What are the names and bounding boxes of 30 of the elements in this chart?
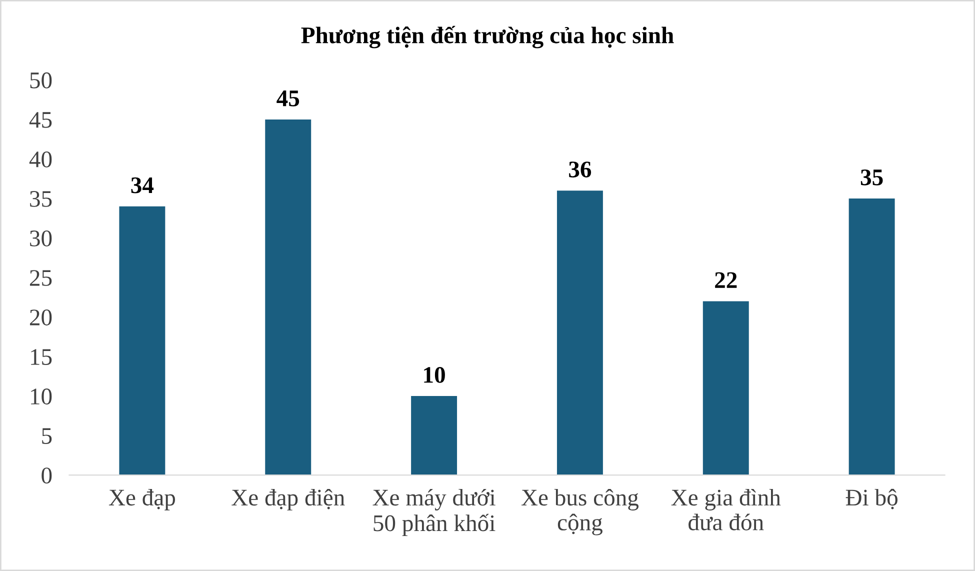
bar bbox=[119, 206, 166, 476]
y-tick-label: 40 bbox=[29, 151, 52, 168]
y-tick-label: 25 bbox=[30, 270, 52, 286]
x-tick-label: Xe đạp điện bbox=[232, 488, 345, 510]
x-tick-label: Đi bộ bbox=[846, 488, 898, 510]
x-tick-label: Xe bus công cộng bbox=[521, 488, 639, 536]
bar bbox=[411, 396, 458, 476]
x-tick-label: Xe máy dưới 50 phân khối bbox=[372, 488, 496, 536]
x-tick-label: Xe đạp bbox=[108, 488, 176, 510]
data-label: 36 bbox=[569, 162, 592, 178]
bar bbox=[702, 301, 749, 476]
data-label: 22 bbox=[715, 272, 737, 288]
y-tick-label: 20 bbox=[30, 310, 52, 326]
chart-title: Phương tiện đến trường của học sinh bbox=[301, 26, 674, 48]
y-tick-label: 35 bbox=[30, 191, 52, 207]
bar bbox=[556, 190, 603, 476]
data-label: 10 bbox=[424, 366, 445, 383]
y-tick-label: 10 bbox=[31, 388, 52, 404]
bar bbox=[265, 119, 312, 476]
bar bbox=[848, 198, 895, 476]
y-tick-label: 45 bbox=[29, 112, 52, 128]
y-tick-label: 0 bbox=[42, 468, 52, 484]
x-tick-label: Xe gia đình đưa đón bbox=[671, 488, 781, 530]
data-label: 34 bbox=[131, 177, 154, 194]
y-tick-label: 50 bbox=[30, 72, 52, 88]
y-tick-label: 5 bbox=[42, 428, 52, 444]
y-tick-label: 15 bbox=[31, 349, 52, 365]
y-tick-label: 30 bbox=[30, 230, 52, 246]
data-label: 45 bbox=[276, 90, 300, 106]
data-label: 35 bbox=[860, 169, 883, 186]
